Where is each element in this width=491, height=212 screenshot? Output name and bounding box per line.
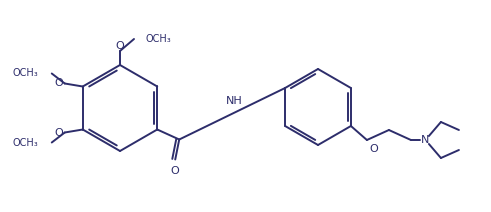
Text: OCH₃: OCH₃ [146,34,172,44]
Text: O: O [54,78,63,88]
Text: NH: NH [226,96,243,106]
Text: O: O [171,166,180,177]
Text: N: N [421,135,429,145]
Text: O: O [115,41,124,51]
Text: O: O [369,144,378,154]
Text: OCH₃: OCH₃ [12,138,38,148]
Text: OCH₃: OCH₃ [12,68,38,78]
Text: O: O [54,127,63,138]
